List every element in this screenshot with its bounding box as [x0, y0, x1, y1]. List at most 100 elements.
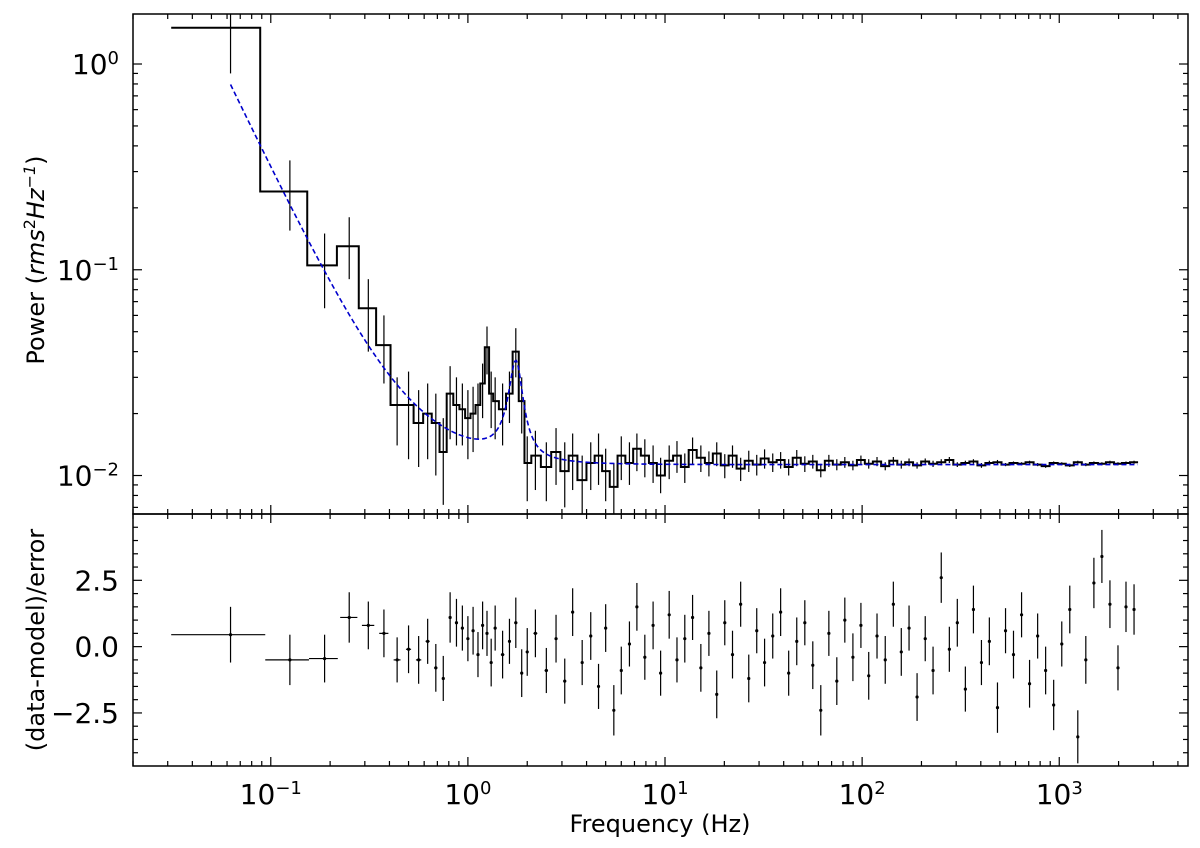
residual-point [891, 602, 895, 606]
residual-point [690, 615, 695, 620]
residual-point [1092, 581, 1096, 585]
residual-point [554, 637, 558, 641]
residual-point [1044, 668, 1048, 673]
residual-point [739, 602, 743, 606]
x-tick-label: 103 [1036, 778, 1083, 812]
residual-point [1132, 607, 1136, 612]
y-tick-label: 10−1 [57, 253, 119, 287]
residual-point [1036, 634, 1040, 638]
residual-point [493, 626, 497, 630]
y-tick-label: 100 [72, 48, 119, 82]
residual-point [619, 668, 623, 673]
residuals-panel: 10−1 100 101 102 103 2.5 0.0 −2.5 [51, 513, 1189, 812]
residual-point [544, 668, 548, 673]
residual-point [417, 658, 421, 662]
residual-point [627, 642, 632, 646]
residual-point [979, 660, 984, 665]
residual-point [819, 708, 823, 712]
residual-point [667, 613, 671, 617]
x-tick-label: 101 [641, 778, 688, 812]
residual-point [715, 692, 719, 696]
residual-point [1060, 642, 1064, 646]
residual-point [683, 637, 687, 641]
residual-point [1116, 666, 1120, 670]
y-tick-label: 10−2 [57, 459, 119, 493]
y-label-math: rms [22, 229, 50, 275]
bottom-axes-frame [132, 513, 1189, 767]
residual-point [787, 671, 791, 675]
residual-point [571, 610, 575, 614]
residual-point [843, 618, 847, 622]
residual-point [1084, 658, 1088, 662]
residual-point [533, 631, 537, 635]
residual-point [643, 655, 647, 659]
residual-point [520, 671, 524, 675]
bottom-y-axis-label: (data-model)/error [22, 529, 50, 751]
residual-point [460, 626, 464, 630]
x-tick-label: 100 [444, 778, 491, 812]
residual-point [995, 706, 1000, 710]
residual-point [454, 621, 459, 625]
residual-point [907, 626, 911, 630]
residual-point [811, 663, 815, 667]
residual-point [931, 668, 935, 673]
y-label-close: ) [22, 155, 50, 164]
residual-point [795, 639, 799, 643]
residual-point [489, 660, 493, 665]
residual-point [481, 623, 485, 628]
residual-point [448, 615, 452, 620]
residual-point [288, 658, 292, 662]
x-tick-label: 10−1 [240, 778, 302, 812]
y-label-sup1: 2 [20, 219, 39, 229]
residual-point [485, 631, 489, 635]
residual-point [707, 631, 711, 635]
residual-point [406, 647, 411, 651]
residual-point [987, 639, 991, 643]
residual-point [899, 650, 903, 654]
residual-point [1019, 613, 1024, 617]
residual-point [366, 623, 370, 628]
residual-point [426, 639, 430, 643]
residual-point [651, 623, 655, 628]
y-tick-label: −2.5 [51, 697, 119, 730]
residual-point [747, 676, 751, 681]
residual-point [779, 610, 783, 614]
y-label-main: Power ( [22, 275, 50, 365]
residual-point [875, 634, 879, 638]
residual-point [612, 708, 616, 712]
residual-point [699, 666, 703, 670]
residual-point [1068, 607, 1072, 612]
y-label-math2: Hz [22, 187, 50, 219]
residual-point [659, 671, 663, 675]
residual-point [859, 623, 863, 628]
residual-point [803, 621, 807, 625]
residual-point [723, 621, 727, 625]
residual-point [730, 652, 735, 657]
residual-point [1027, 682, 1032, 686]
residual-point [1076, 735, 1080, 739]
residual-point [947, 647, 951, 651]
residual-point [604, 626, 608, 630]
residual-point [939, 576, 943, 580]
y-tick-label: 0.0 [74, 631, 119, 664]
residual-point [827, 631, 831, 635]
residual-point [635, 605, 639, 609]
residual-point [395, 658, 399, 662]
residual-point [434, 666, 438, 670]
model-dashed-curve [229, 84, 1138, 466]
residual-point [563, 679, 567, 683]
residual-point [971, 607, 976, 612]
residual-point [514, 621, 518, 625]
residual-point [471, 629, 475, 633]
residual-point [835, 679, 839, 683]
power-spectrum-step-line [171, 26, 1139, 488]
residual-point [507, 639, 512, 643]
residual-point [501, 652, 505, 657]
residual-point [476, 652, 480, 657]
residual-point [1124, 605, 1128, 609]
residual-point [915, 695, 919, 699]
residual-point [441, 676, 445, 681]
residual-point [867, 674, 871, 678]
